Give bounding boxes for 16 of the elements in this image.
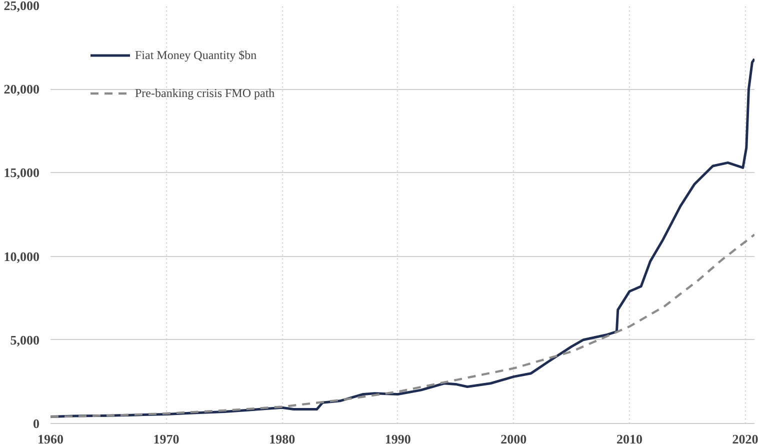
y-tick-label: 0 (33, 416, 40, 431)
x-tick-label: 1990 (384, 432, 411, 446)
y-tick-label: 5,000 (10, 332, 40, 348)
y-tick-label: 25,000 (4, 0, 40, 13)
x-tick-label: 2020 (732, 432, 758, 446)
y-tick-label: 10,000 (4, 248, 40, 264)
x-tick-label: 1970 (153, 432, 180, 446)
line-series (50, 233, 754, 418)
legend-label: Fiat Money Quantity $bn (135, 48, 257, 62)
y-tick-label: 20,000 (4, 82, 40, 97)
x-tick-label: 2000 (500, 432, 527, 446)
x-tick-label: 2010 (616, 432, 642, 446)
x-tick-label: 1960 (38, 432, 64, 446)
x-tick-label: 1980 (269, 432, 296, 446)
legend-label: Pre-banking crisis FMO path (135, 86, 275, 100)
y-tick-label: 15,000 (4, 165, 40, 180)
